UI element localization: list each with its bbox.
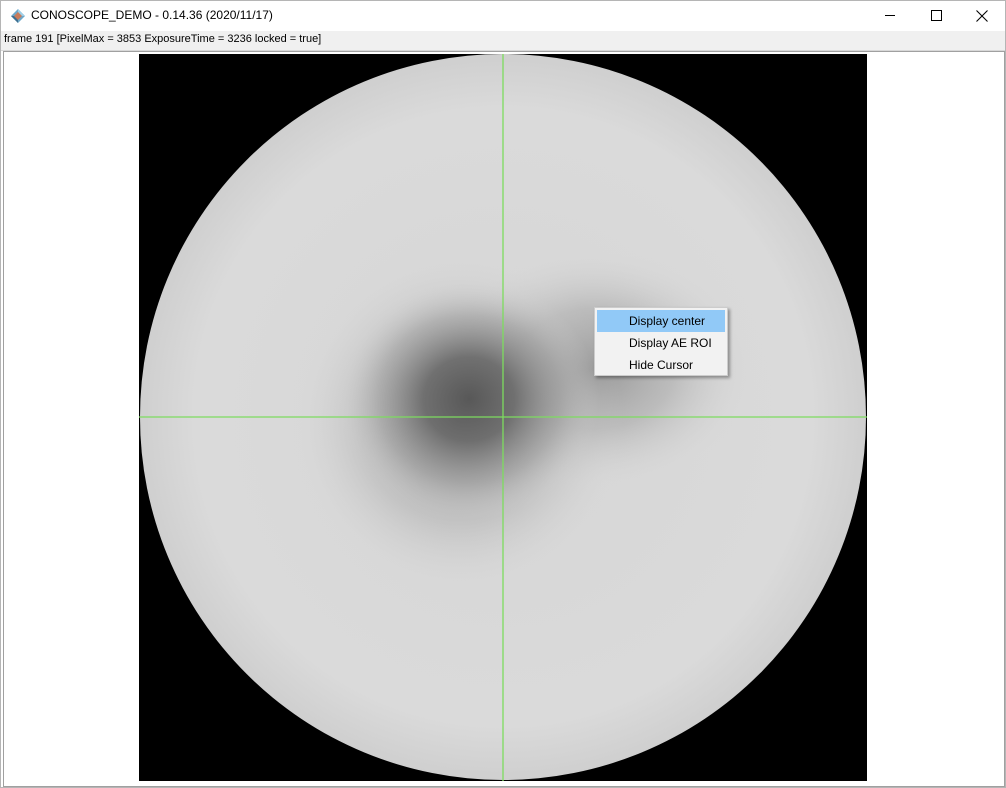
maximize-button[interactable] — [913, 1, 959, 30]
close-button[interactable] — [959, 1, 1005, 30]
minimize-icon — [884, 15, 895, 16]
diamond-app-icon — [11, 9, 25, 23]
menu-item-display-center[interactable]: Display center — [597, 310, 725, 332]
menu-item-label: Hide Cursor — [629, 358, 694, 372]
image-view-area[interactable] — [3, 51, 1005, 787]
frame-status-text: frame 191 [PixelMax = 3853 ExposureTime … — [4, 33, 322, 45]
maximize-icon — [930, 10, 942, 21]
minimize-button[interactable] — [867, 1, 913, 30]
menu-item-hide-cursor[interactable]: Hide Cursor — [597, 354, 725, 376]
close-icon — [976, 9, 988, 22]
status-bar: frame 191 [PixelMax = 3853 ExposureTime … — [1, 31, 1005, 51]
conoscope-image[interactable] — [139, 54, 867, 781]
menu-item-display-ae-roi[interactable]: Display AE ROI — [597, 332, 725, 354]
window-title: CONOSCOPE_DEMO - 0.14.36 (2020/11/17) — [31, 8, 273, 22]
title-bar[interactable]: CONOSCOPE_DEMO - 0.14.36 (2020/11/17) — [1, 1, 1005, 31]
menu-item-label: Display AE ROI — [629, 336, 712, 350]
context-menu: Display center Display AE ROI Hide Curso… — [594, 307, 728, 376]
menu-item-label: Display center — [629, 314, 706, 328]
conoscope-image-panel[interactable] — [139, 54, 867, 781]
